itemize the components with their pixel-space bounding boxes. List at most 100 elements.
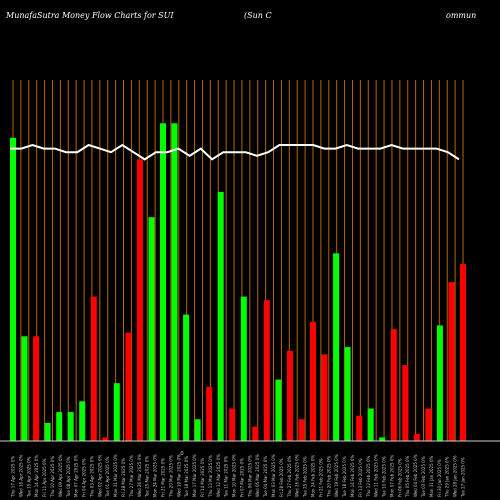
outflow-bar	[413, 433, 420, 441]
x-tick-label: Tue 04 Mar 2025 0%	[263, 456, 268, 498]
inflow-bar	[113, 383, 120, 441]
center-label: 0	[180, 451, 183, 457]
inflow-bar	[436, 325, 443, 441]
x-tick-label: Tue 11 Mar 2025 0%	[224, 456, 229, 498]
inflow-bar	[148, 217, 155, 441]
x-tick-label: Tue 27 Jan 2025 0%	[461, 457, 466, 498]
inflow-bar	[10, 137, 16, 442]
outflow-bar	[263, 300, 270, 441]
outflow-bar	[206, 386, 213, 441]
x-tick-label: Thu 17 Apr 2025 0%	[11, 456, 16, 498]
x-tick-label: Tue 18 Mar 2025 0%	[184, 456, 189, 498]
x-tick-label: Fri 28 Mar 2025 0%	[121, 458, 126, 497]
outflow-bar	[90, 296, 97, 441]
x-tick-label: Tue 15 Apr 2025 0%	[26, 456, 31, 498]
outflow-bar	[310, 321, 316, 441]
inflow-bar	[379, 437, 386, 441]
outflow-bar	[286, 350, 293, 442]
x-tick-label: Mon 07 Feb 2025 0%	[389, 455, 394, 497]
x-tick-label: Thu 29 Jan 2025 0%	[445, 456, 450, 498]
x-tick-label: Mon 31 Mar 2025 0%	[113, 454, 118, 497]
x-tick-label: Tue 01 Apr 2025 0%	[105, 456, 110, 498]
x-tick-label: Thu 27 Feb 2025 0%	[287, 456, 292, 498]
company-name-right: ommun	[446, 11, 477, 20]
x-tick-label: Wed 19 Feb 2025 0%	[334, 454, 339, 497]
x-tick-label: Fri 28 Feb 2025 0%	[279, 458, 284, 497]
money-flow-bars	[10, 123, 466, 442]
x-tick-label: Tue 18 Feb 2025 0%	[342, 456, 347, 498]
x-tick-label: Fri 30 Jan 2025 0%	[437, 459, 442, 497]
x-tick-label: Wed 26 Mar 2025 0%	[137, 454, 142, 497]
x-tick-label: Wed 12 Mar 2025 0%	[216, 454, 221, 497]
outflow-bar	[321, 354, 328, 441]
x-tick-label: Fri 14 Mar 2025 0%	[200, 458, 205, 497]
x-tick-label: Fri 11 Apr 2025 0%	[42, 458, 47, 497]
outflow-bar	[425, 408, 432, 441]
outflow-bar	[33, 336, 40, 441]
outflow-bar	[298, 419, 305, 441]
inflow-bar	[217, 191, 224, 441]
inflow-bar	[171, 123, 178, 442]
outflow-bar	[125, 332, 132, 441]
inflow-bar	[67, 412, 74, 441]
inflow-bar	[275, 379, 282, 441]
outflow-bar	[136, 159, 143, 441]
inflow-bar	[333, 253, 340, 441]
x-tick-label: Mon 24 Mar 2025 0%	[153, 454, 158, 497]
x-tick-label: Wed 04 Feb 2025 0%	[413, 454, 418, 497]
inflow-bar	[344, 347, 351, 441]
outflow-bar	[460, 264, 466, 441]
inflow-bar	[367, 408, 374, 441]
x-tick-label: Wed 19 Mar 2025 0%	[176, 454, 181, 497]
x-tick-label: Tue 25 Feb 2025 0%	[303, 456, 308, 498]
outflow-bar	[402, 365, 409, 441]
outflow-bar	[102, 437, 109, 441]
x-tick-label: Wed 02 Apr 2025 0%	[97, 454, 102, 497]
inflow-bar	[194, 419, 201, 441]
chart-title: MunafaSutra Money Flow Charts for SUI	[6, 11, 174, 20]
x-tick-label: Fri 07 Mar 2025 0%	[239, 458, 244, 497]
x-tick-label: Thu 20 Feb 2025 0%	[326, 456, 331, 498]
x-tick-label: Fri 04 Apr 2025 0%	[82, 458, 87, 497]
outflow-bar	[390, 329, 397, 441]
x-tick-label: Thu 05 Feb 2025 0%	[405, 456, 410, 498]
chart-header: MunafaSutra Money Flow Charts for SUI (S…	[0, 0, 500, 28]
grid-lines	[12, 80, 464, 441]
x-tick-label: Wed 09 Apr 2025 0%	[58, 454, 63, 497]
x-tick-label: Wed 11 Feb 2025 0%	[374, 454, 379, 497]
x-tick-label: Fri 13 Feb 2025 0%	[358, 458, 363, 497]
x-tick-label: Tue 08 Apr 2025 0%	[66, 456, 71, 498]
x-tick-label: Mon 17 Mar 2025 0%	[192, 454, 197, 497]
x-tick-label: Mon 14 Apr 2025 0%	[34, 455, 39, 497]
x-tick-label: Thu 20 Mar 2025 0%	[168, 455, 173, 498]
x-tick-label: Wed 16 Apr 2025 0%	[18, 454, 23, 497]
x-tick-label: Mon 07 Apr 2025 0%	[74, 455, 79, 497]
x-tick-label: Thu 03 Apr 2025 0%	[89, 456, 94, 498]
outflow-bar	[448, 282, 455, 441]
x-tick-label: Wed 26 Feb 2025 0%	[295, 454, 300, 497]
x-tick-label: Wed 05 Mar 2025 0%	[255, 454, 260, 497]
x-tick-label: Wed 28 Jan 2025 0%	[453, 455, 458, 497]
inflow-bar	[56, 412, 63, 441]
x-tick-label: Mon 31 Jan 2025 0%	[429, 456, 434, 498]
x-tick-label: Fri 06 Feb 2025 0%	[397, 458, 402, 497]
x-tick-label: Mon 14 Feb 2025 0%	[350, 455, 355, 497]
company-name-left: (Sun C	[244, 11, 272, 20]
inflow-bar	[160, 123, 166, 442]
x-tick-label: Thu 13 Mar 2025 0%	[208, 455, 213, 498]
x-tick-label: Thu 12 Feb 2025 0%	[366, 456, 371, 498]
x-tick-label: Tue 03 Feb 2025 0%	[421, 456, 426, 498]
x-tick-label: Tue 10 Feb 2025 0%	[382, 456, 387, 498]
x-tick-label: Thu 27 Mar 2025 0%	[129, 455, 134, 498]
x-tick-label: Mon 24 Feb 2025 0%	[311, 455, 316, 497]
x-tick-label: Thu 06 Mar 2025 0%	[247, 455, 252, 498]
x-tick-label: Tue 25 Mar 2025 0%	[145, 456, 150, 498]
outflow-bar	[229, 408, 236, 441]
outflow-bar	[356, 415, 363, 441]
inflow-bar	[44, 422, 51, 441]
inflow-bar	[183, 314, 190, 441]
inflow-bar	[21, 336, 28, 441]
price-line	[10, 143, 460, 161]
x-tick-label: Fri 21 Feb 2025 0%	[318, 458, 323, 497]
